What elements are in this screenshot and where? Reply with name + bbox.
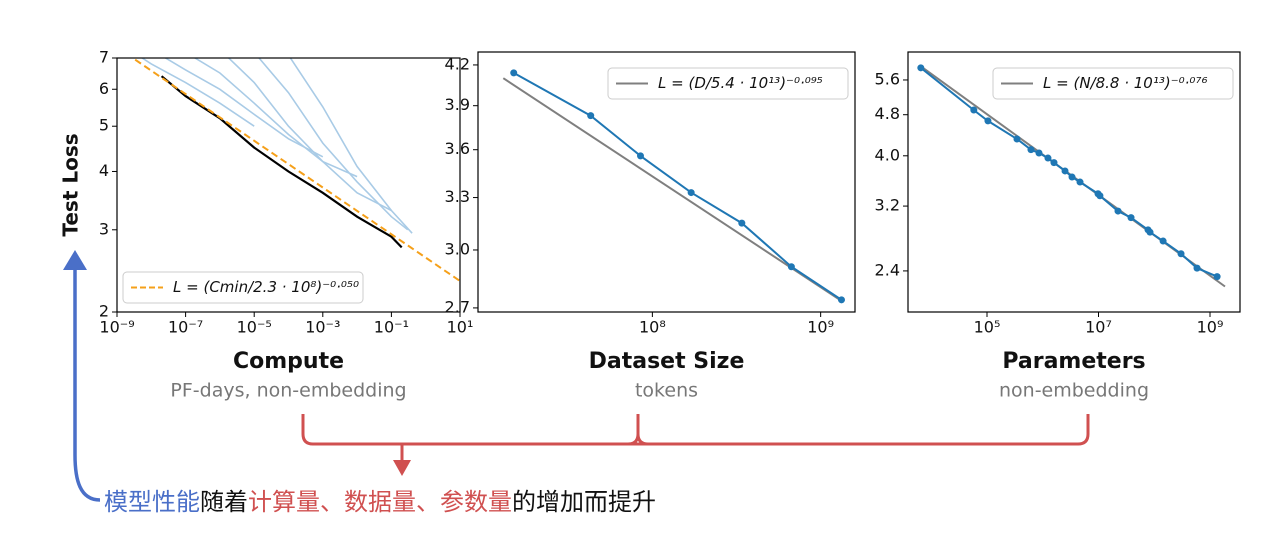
axes-frame [116,57,461,313]
y-axis-title: Test Loss [59,133,83,236]
y-tick-label: 3.2 [875,196,900,215]
point [1114,207,1122,215]
legend-box [992,67,1234,100]
point [1127,214,1135,222]
legend-label: L = (Cmin/2.3 · 10⁸)⁻⁰·⁰⁵⁰ [173,278,359,296]
point [970,106,978,114]
series-line [164,58,324,158]
y-tick-label: 3.0 [445,239,470,258]
series-line [193,58,358,178]
x-tick-label: 10⁷ [1085,318,1112,337]
series-line [160,75,403,249]
series-line [289,58,413,234]
x-tick-label: 10⁹ [807,318,834,337]
axes-frame [907,51,1241,313]
x-axis-note: tokens [635,380,698,402]
point [1035,149,1043,157]
point [1027,146,1035,154]
y-tick-label: 2.4 [875,260,900,279]
annotation-part: 的增加而提升 [512,488,656,516]
series-line [502,77,841,301]
y-tick-label: 3.6 [445,139,470,158]
y-tick-label: 2 [99,302,109,321]
point [1068,173,1076,181]
point [1050,159,1058,167]
plot-area [917,64,1226,288]
point [1013,135,1021,143]
point [1146,228,1154,236]
point [917,64,925,72]
y-tick-label: 5.6 [875,69,900,88]
point [636,152,644,160]
x-tick-label: 10⁻⁵ [237,318,272,337]
point [1044,154,1052,162]
y-tick-label: 6 [99,79,109,98]
point [984,117,992,125]
series-line [140,58,255,127]
point [587,112,595,120]
curved-arrow [73,268,101,502]
annotation-part: 计算量、数据量、参数量 [248,488,512,516]
legend-box [607,67,849,100]
y-tick-label: 4.2 [445,54,470,73]
y-tick-label: 3.9 [445,95,470,114]
y-tick-label: 3.3 [445,187,470,206]
point [1193,264,1201,272]
point [738,219,746,227]
annotation-part: 随着 [200,488,248,516]
point [1177,250,1185,258]
point [837,296,845,304]
point [1076,178,1084,186]
x-tick-label: 10¹ [447,318,474,337]
annotation-part: 模型性能 [104,488,200,516]
y-tick-label: 4.8 [875,104,900,123]
x-tick-label: 10⁸ [639,318,666,337]
y-tick-label: 7 [99,48,109,67]
annotation: 模型性能随着计算量、数据量、参数量的增加而提升 [104,488,656,516]
point [510,69,518,77]
y-tick-label: 2.7 [445,297,470,316]
point [787,263,795,271]
x-axis-note: PF-days, non-embedding [170,380,406,402]
series-line [130,58,460,282]
x-tick-label: 10⁵ [974,318,1001,337]
x-tick-label: 10⁻¹ [374,318,409,337]
x-tick-label: 10⁻⁷ [168,318,203,337]
legend-label: L = (D/5.4 · 10¹³)⁻⁰·⁰⁹⁵ [658,74,823,92]
legend-box [122,271,364,304]
y-tick-label: 4.0 [875,145,900,164]
x-axis-note: non-embedding [999,380,1149,402]
y-tick-label: 3 [99,219,109,238]
x-axis-title: Compute [233,349,344,374]
x-axis-title: Dataset Size [589,349,745,374]
y-tick-label: 5 [99,116,109,135]
arrow-head [63,250,87,270]
plot-area [502,69,845,304]
arrow-head [393,460,411,476]
y-tick-label: 4 [99,161,109,180]
plot-area [130,58,460,282]
point [1213,273,1221,281]
point [1159,237,1167,245]
bracket [301,414,1090,462]
x-tick-label: 10⁻³ [305,318,340,337]
axes-frame [477,51,856,313]
legend-label: L = (N/8.8 · 10¹³)⁻⁰·⁰⁷⁶ [1043,74,1207,92]
x-tick-label: 10⁻⁹ [99,318,134,337]
x-tick-label: 10⁹ [1197,318,1224,337]
point [1096,192,1104,200]
x-axis-title: Parameters [1002,349,1145,374]
point [1061,167,1069,175]
series-line [227,58,392,212]
point [687,189,695,197]
series-line [257,58,409,231]
